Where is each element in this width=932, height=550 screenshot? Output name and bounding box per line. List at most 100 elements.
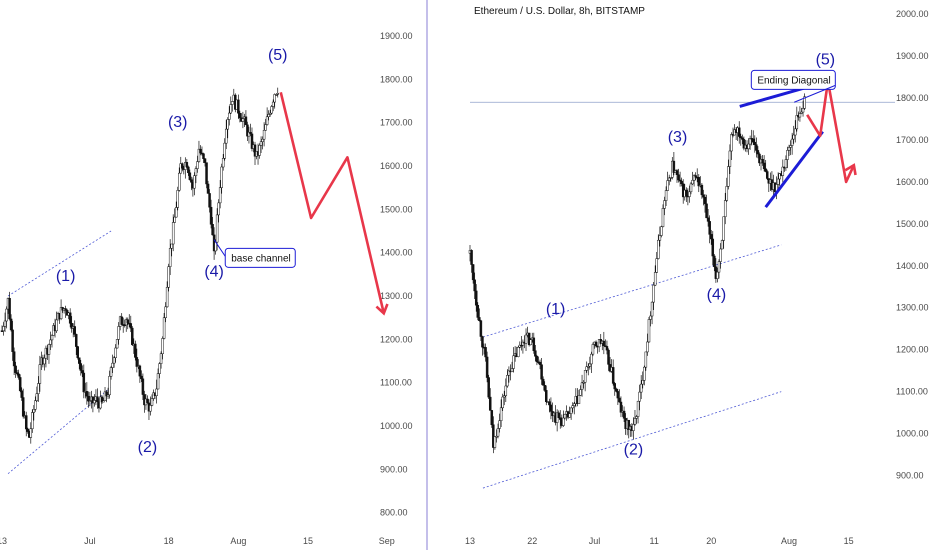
annotation-text: Ending Diagonal: [757, 75, 830, 86]
candle-body: [238, 112, 242, 119]
candle-body: [161, 338, 164, 354]
candle-body: [37, 383, 40, 394]
candle-body: [585, 366, 588, 371]
candle-body: [784, 159, 788, 169]
chart-title: Ethereum / U.S. Dollar, 8h, BITSTAMP: [474, 6, 645, 17]
candle-body: [88, 400, 92, 402]
x-tick-label: Jul: [84, 536, 96, 546]
candle-body: [688, 191, 691, 197]
wave-label: (1): [56, 268, 76, 285]
candle-body: [512, 355, 515, 369]
candle-body: [171, 222, 175, 245]
candle-body: [723, 200, 727, 218]
x-tick-label: 20: [706, 536, 716, 546]
candle-body: [478, 317, 481, 321]
candle-body: [685, 189, 688, 197]
candle-body: [545, 390, 548, 403]
candle-body: [672, 160, 676, 173]
right-chart-panel[interactable]: 900.00 1000.00 1100.00 1200.00 1300.00 1400.0…: [465, 6, 929, 546]
candle-body: [220, 166, 223, 188]
candle-body: [253, 144, 257, 157]
y-tick-label: 1300.00: [896, 303, 929, 313]
candle-body: [103, 391, 107, 401]
candle-body: [753, 141, 757, 145]
candle-body: [24, 415, 28, 430]
candle-body: [496, 428, 500, 437]
candle-body: [725, 186, 729, 201]
y-tick-label: 1200.00: [896, 345, 929, 355]
candle-body: [474, 290, 478, 306]
y-tick-label: 1000.00: [380, 421, 413, 431]
candle-body: [196, 161, 199, 169]
candle-body: [50, 335, 54, 341]
left-chart-panel[interactable]: 800.00 900.00 1000.00 1100.00 1200.00 1300.00…: [0, 31, 413, 546]
candle-body: [221, 158, 225, 168]
candle-body: [711, 238, 715, 257]
candle-body: [764, 168, 767, 172]
candle-body: [120, 316, 123, 325]
candle-body: [527, 332, 531, 346]
candle-body: [703, 196, 707, 205]
candle-body: [792, 134, 795, 140]
candle-body: [790, 138, 794, 146]
candle-body: [692, 175, 696, 181]
candle-body: [170, 243, 173, 249]
y-tick-label: 1100.00: [380, 378, 412, 388]
candle-body: [273, 94, 276, 103]
candle-body: [650, 301, 654, 317]
candle-body: [520, 344, 523, 347]
candle-body: [259, 141, 263, 146]
candle-body: [21, 397, 25, 417]
candle-body: [481, 336, 484, 348]
wave-label: (3): [668, 129, 688, 146]
wave-label: (2): [138, 439, 158, 456]
candle-body: [185, 162, 189, 168]
y-tick-label: 1500.00: [380, 204, 413, 214]
annotation-box: [224, 247, 296, 268]
candle-body: [138, 365, 142, 377]
candle-body: [678, 179, 682, 182]
candle-body: [264, 124, 267, 131]
candle-body: [730, 134, 733, 152]
candle-body: [2, 326, 5, 332]
candle-body: [68, 312, 72, 324]
candle-body: [795, 115, 799, 130]
candle-body: [647, 319, 651, 343]
candle-body: [719, 248, 722, 262]
candle-body: [168, 248, 172, 267]
candle-body: [17, 373, 20, 378]
x-tick-label: Sep: [379, 536, 395, 546]
candle-body: [573, 403, 576, 406]
candle-body: [611, 367, 615, 384]
candle-body: [653, 272, 657, 286]
candle-body: [237, 99, 240, 114]
candle-body: [476, 304, 480, 318]
candle-body: [174, 207, 178, 218]
candle-body: [660, 226, 663, 236]
candle-body: [778, 173, 781, 180]
candle-body: [129, 323, 133, 329]
candle-body: [224, 128, 228, 144]
candle-body: [188, 172, 192, 180]
y-tick-label: 1600.00: [896, 177, 929, 187]
candle-body: [261, 138, 264, 142]
candle-body: [203, 158, 207, 163]
annotation-pointer: [213, 239, 226, 257]
channel-line: [482, 244, 782, 338]
candle-body: [540, 364, 543, 380]
projection-path: [279, 92, 386, 314]
wave-label: (5): [268, 47, 288, 64]
candle-body: [187, 166, 190, 174]
candle-body: [32, 409, 36, 413]
y-tick-label: 1100.00: [896, 387, 928, 397]
candle-body: [159, 353, 163, 364]
candle-body: [87, 395, 90, 402]
candle-body: [720, 240, 724, 250]
candle-body: [488, 396, 492, 411]
candle-body: [26, 428, 30, 432]
candle-body: [31, 412, 34, 430]
x-tick-label: 22: [527, 536, 537, 546]
candle-body: [709, 234, 713, 240]
candle-body: [176, 190, 179, 208]
